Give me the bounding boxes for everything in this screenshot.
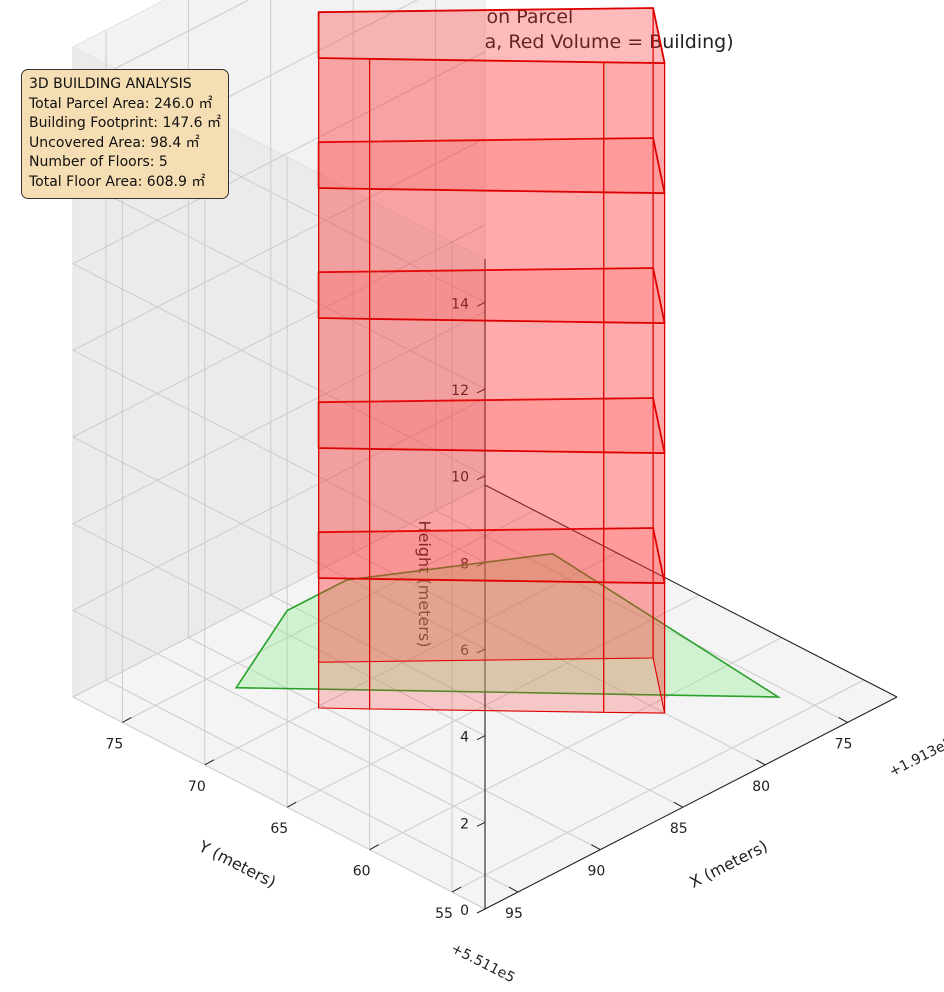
building-floor-5	[317, 7, 666, 194]
building-wall	[369, 58, 605, 193]
y-tick-label: 70	[188, 779, 206, 795]
x-axis-line	[484, 696, 898, 910]
stats-line-uncovered: Uncovered Area: 98.4 ㎡	[29, 134, 200, 151]
stats-line-footprint: Building Footprint: 147.6 ㎡	[29, 115, 222, 132]
stats-line-parcel-area: Total Parcel Area: 246.0 ㎡	[29, 95, 213, 112]
building-floor-1	[317, 527, 666, 714]
grid-line-z	[71, 51, 486, 477]
building-floor-top	[317, 7, 666, 64]
z-tick-label: 0	[460, 903, 469, 919]
x-tick	[755, 759, 766, 766]
z-tick	[476, 388, 486, 394]
grid-line-z	[71, 484, 486, 910]
z-tick-label: 4	[460, 730, 469, 746]
stats-line-floors: Number of Floors: 5	[29, 154, 168, 171]
z-tick	[476, 301, 486, 307]
stats-heading: 3D BUILDING ANALYSIS	[29, 76, 192, 92]
z-tick	[476, 648, 486, 654]
building-floor-2	[317, 397, 666, 584]
z-tick-label: 2	[460, 816, 469, 832]
building-wall	[369, 448, 605, 583]
grid-line-z	[71, 397, 486, 823]
x-tick-label: 90	[587, 864, 605, 880]
z-tick-label: 10	[451, 470, 469, 486]
grid-line-z	[71, 137, 486, 563]
building-wall	[318, 577, 371, 710]
z-tick	[476, 908, 486, 914]
z-tick-label: 6	[460, 643, 469, 659]
x-tick	[673, 801, 684, 808]
building-wall	[318, 57, 371, 190]
stats-box: 3D BUILDING ANALYSIS Total Parcel Area: …	[21, 69, 229, 199]
x-tick	[508, 886, 519, 893]
y-tick	[286, 801, 297, 808]
x-tick-label: 95	[505, 906, 523, 922]
y-tick	[451, 886, 462, 893]
y-tick	[369, 844, 379, 851]
x-offset-label: +1.913e5	[887, 735, 944, 781]
z-tick	[476, 475, 486, 481]
building-floor-3	[317, 267, 666, 454]
building-wall	[369, 318, 605, 453]
y-tick	[122, 717, 132, 723]
y-axis-line	[484, 484, 898, 698]
x-tick	[591, 844, 601, 851]
y-tick	[204, 759, 215, 766]
building-wall	[369, 578, 605, 713]
y-axis-label: Y (meters)	[195, 836, 279, 891]
z-tick-label: 14	[451, 296, 469, 312]
building-wall	[318, 317, 371, 450]
x-tick-label: 75	[835, 736, 853, 752]
z-tick	[476, 735, 486, 741]
y-tick-label: 65	[270, 821, 288, 837]
x-tick-label: 85	[670, 821, 688, 837]
y-tick-label: 75	[106, 736, 124, 752]
building-wall	[318, 187, 371, 320]
y-tick-label: 55	[435, 906, 453, 922]
stats-line-floor-area: Total Floor Area: 608.9 ㎡	[29, 173, 206, 190]
x-tick-label: 80	[752, 779, 770, 795]
building-wall	[318, 447, 371, 580]
z-tick-label: 12	[451, 383, 469, 399]
x-tick	[838, 717, 848, 723]
grid-line-z	[71, 311, 486, 737]
y-tick-label: 60	[353, 864, 371, 880]
z-axis-label: Height (meters)	[415, 521, 434, 648]
building-wall	[369, 188, 605, 323]
y-offset-label: +5.511e5	[448, 941, 517, 987]
x-axis-label: X (meters)	[686, 836, 770, 892]
z-tick	[476, 821, 486, 827]
